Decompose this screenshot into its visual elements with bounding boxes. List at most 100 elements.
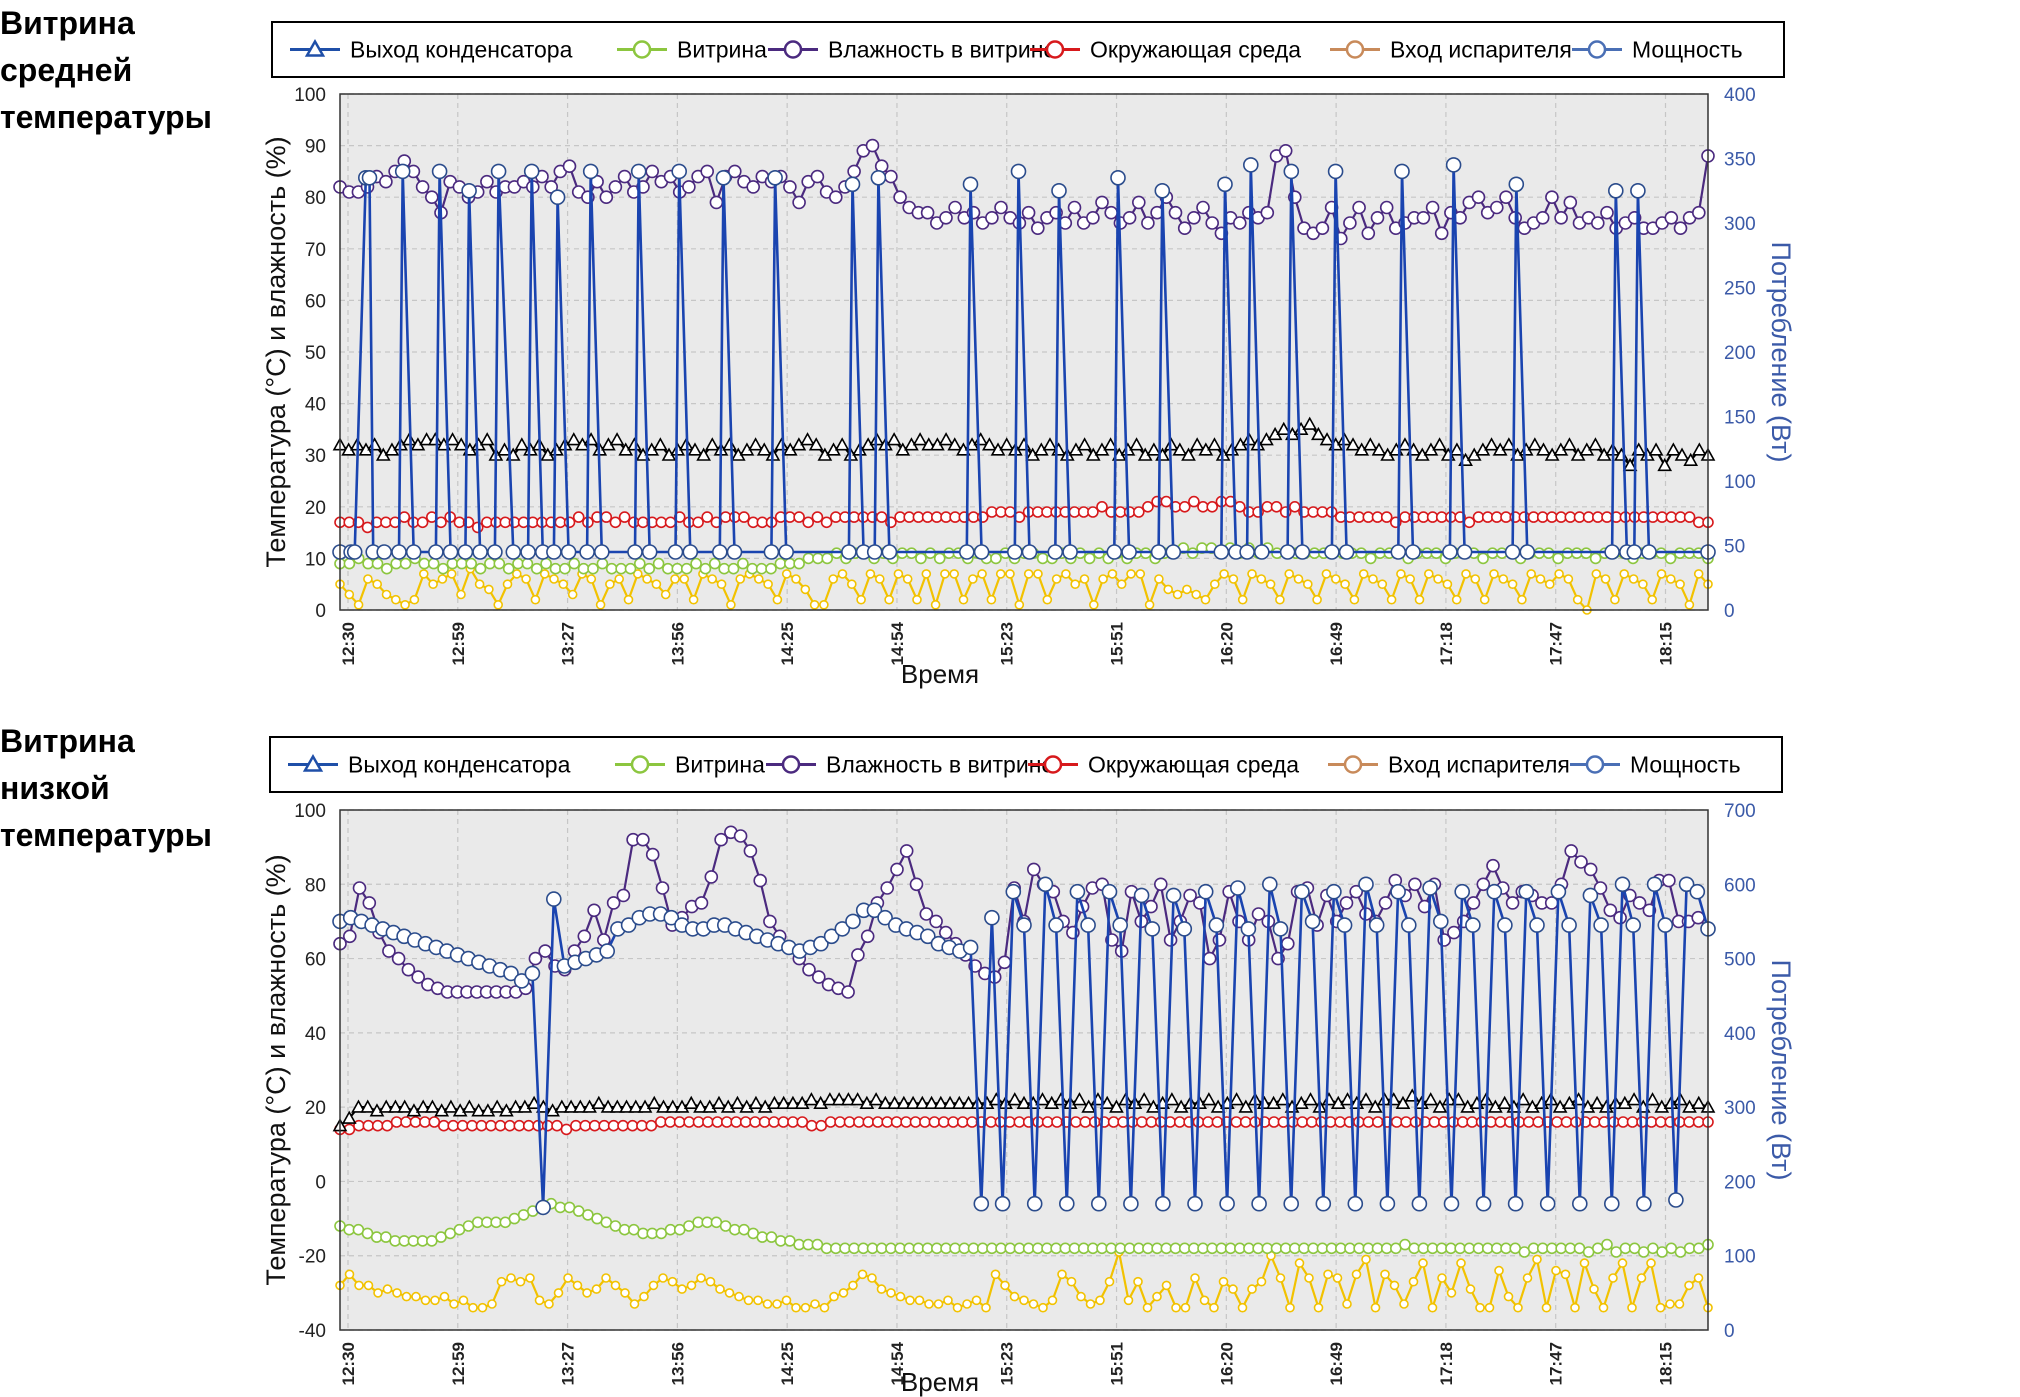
data-point [534,1295,545,1306]
data-point [1551,1265,1561,1276]
data-point [1400,1116,1412,1128]
data-point [1200,594,1211,605]
data-point [1507,579,1518,590]
data-point [1518,883,1535,900]
data-point [381,589,392,600]
data-point [553,1288,564,1298]
data-point [620,1288,630,1298]
data-point [700,164,715,179]
data-point [679,574,690,584]
data-point [730,1116,743,1128]
data-point [342,929,357,944]
data-point [694,896,709,910]
legend-label: Влажность в витрине [826,752,1054,778]
data-point [344,1269,355,1280]
data-point [1304,1273,1314,1283]
data-point [1142,1302,1153,1313]
x-tick-label: 16:20 [1217,1342,1236,1385]
data-point [1691,442,1707,456]
data-point [391,544,407,560]
data-point [733,829,748,843]
data-point [702,1099,718,1113]
data-point [539,569,550,579]
data-point [430,1295,440,1306]
data-point [1237,1302,1248,1313]
data-point [605,562,618,575]
data-point [1086,211,1100,225]
data-point [1210,1099,1226,1113]
data-point [896,1095,912,1110]
data-point [1636,1273,1647,1283]
data-point [1293,574,1304,584]
right-axis: 0 100 200 300 400 500 600 700 [1724,801,1756,1342]
data-point [1526,569,1536,579]
data-point [409,594,420,605]
series-Мощность [332,157,1716,560]
data-point [1033,569,1043,579]
data-point [914,1295,925,1306]
data-point [834,921,851,937]
data-point [1206,500,1218,513]
data-point [1664,552,1677,565]
data-point [1636,1195,1652,1212]
data-point [867,1273,877,1283]
data-point [1619,569,1629,579]
data-point [1339,896,1354,910]
data-point [609,1099,625,1113]
data-point [1591,569,1602,579]
data-point [424,190,439,204]
data-point [1165,887,1182,904]
legend-label: Окружающая среда [1088,752,1299,778]
data-point [528,951,543,966]
data-point [670,574,680,584]
data-point [1433,913,1449,930]
data-point [1154,183,1171,199]
data-point [1583,862,1598,877]
legend-marker [1343,755,1363,774]
data-point [961,1095,976,1110]
data-point [804,1092,819,1106]
data-point [636,1119,648,1132]
data-point [1021,544,1038,560]
data-point [1449,442,1465,456]
data-point [845,913,861,930]
data-point [654,1116,667,1128]
data-point [1486,858,1500,873]
data-point [1168,205,1183,220]
data-point [1563,574,1574,584]
data-point [1229,1092,1244,1106]
data-point [829,1291,839,1302]
data-point [645,1119,658,1132]
data-point [546,544,562,560]
legend-marker [630,755,650,774]
x-tick-label: 15:51 [1108,1342,1127,1385]
data-point [655,881,670,895]
data-point [753,1295,763,1306]
data-point [1476,877,1491,892]
data-point [1617,1258,1628,1268]
data-point [601,1273,611,1283]
data-point [401,1291,412,1302]
data-point [1416,211,1431,225]
data-point [1655,1116,1667,1128]
data-point [1532,1254,1542,1265]
data-point [899,844,914,858]
data-point [877,909,893,926]
data-point [884,594,894,605]
data-point [595,599,606,610]
data-point [627,437,642,451]
data-point [1456,544,1473,560]
data-point [837,569,848,579]
data-point [1116,579,1127,590]
x-tick-label: 13:56 [668,1342,687,1385]
data-point [362,896,377,910]
data-point [755,562,768,575]
data-point [791,1302,801,1313]
data-point [1486,883,1503,900]
x-tick-label: 14:25 [778,1342,797,1385]
data-point [1380,1269,1390,1280]
data-point [627,544,643,560]
data-point [973,1195,990,1212]
data-point [1655,1302,1666,1313]
data-point [1664,211,1679,225]
